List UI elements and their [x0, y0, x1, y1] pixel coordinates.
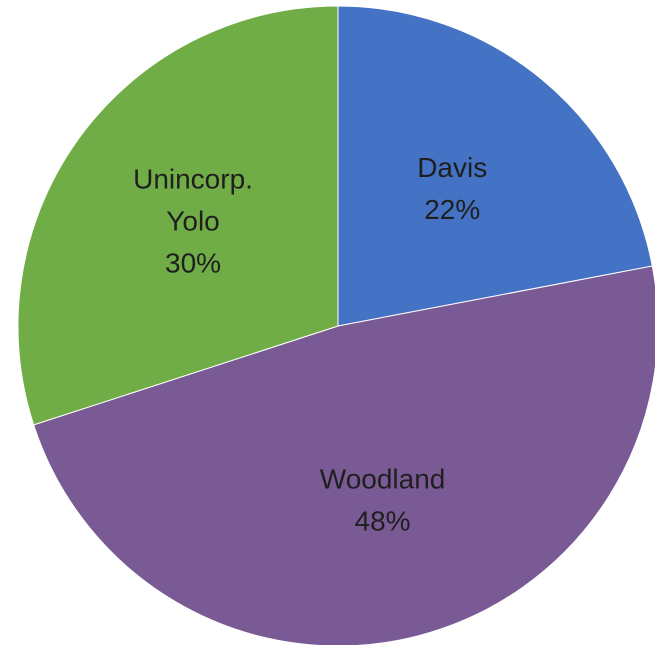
data-label-woodland: Woodland 48% [320, 464, 446, 537]
pie-slice-davis [337, 5, 653, 327]
data-label-unincorp-yolo: Unincorp. Yolo 30% [133, 164, 253, 279]
data-label-category: Yolo [166, 206, 219, 237]
slices-layer [17, 5, 655, 645]
data-label-category: Woodland [320, 464, 446, 495]
data-label-davis: Davis 22% [417, 152, 487, 225]
labels-layer: Davis 22% Woodland 48% Unincorp. Yolo 30% [133, 152, 487, 537]
data-label-percent: 22% [424, 194, 480, 225]
data-label-percent: 48% [355, 506, 411, 537]
pie-slice-unincorp-yolo [17, 5, 339, 426]
data-label-percent: 30% [165, 248, 221, 279]
pie-slice-woodland [33, 265, 655, 645]
data-label-category: Davis [417, 152, 487, 183]
data-label-category: Unincorp. [133, 164, 253, 195]
